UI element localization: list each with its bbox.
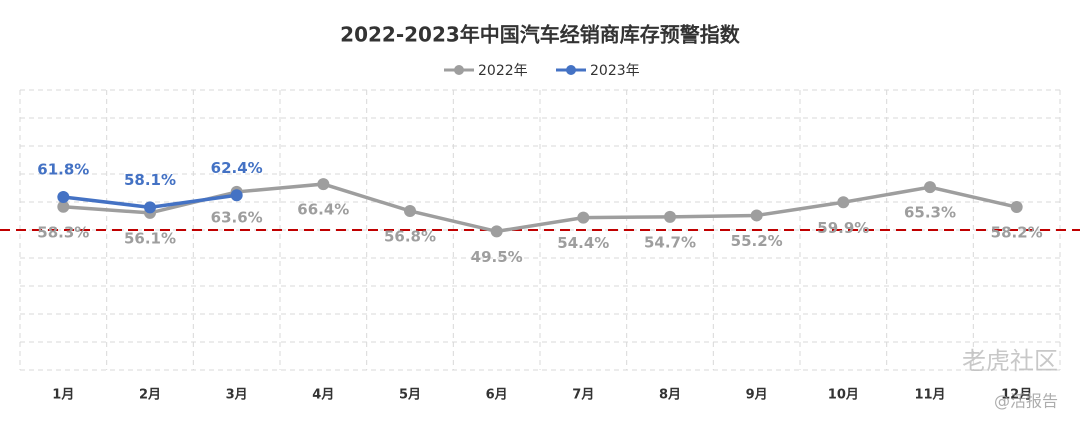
point	[1010, 201, 1023, 214]
x-tick-label: 8月	[659, 388, 681, 403]
chart-title: 2022-2023年中国汽车经销商库存预警指数	[340, 23, 741, 47]
legend-marker	[454, 65, 464, 75]
data-label: 62.4%	[211, 159, 263, 177]
x-tick-label: 3月	[226, 388, 248, 403]
point	[230, 189, 243, 202]
x-tick-label: 5月	[399, 388, 421, 403]
data-label: 49.5%	[471, 248, 523, 266]
point	[317, 178, 330, 191]
data-label: 56.1%	[124, 229, 176, 247]
data-label: 63.6%	[211, 208, 263, 226]
data-label: 55.2%	[731, 232, 783, 250]
data-label: 65.3%	[904, 204, 956, 222]
watermark: @活报告	[994, 392, 1058, 411]
data-label: 61.8%	[37, 160, 89, 178]
x-tick-label: 9月	[746, 388, 768, 403]
x-tick-label: 6月	[486, 388, 508, 403]
point	[664, 210, 676, 223]
data-label: 54.4%	[557, 234, 609, 252]
point	[837, 196, 850, 209]
data-label: 56.8%	[384, 227, 436, 245]
data-label: 54.7%	[644, 233, 696, 251]
x-tick-label: 4月	[312, 388, 334, 403]
point	[490, 225, 503, 238]
legend-label: 2023年	[590, 63, 640, 79]
legend-marker	[566, 65, 576, 75]
point	[57, 200, 70, 213]
point	[57, 190, 70, 203]
point	[924, 181, 936, 194]
point	[750, 209, 763, 222]
point	[404, 204, 416, 217]
x-tick-label: 10月	[828, 388, 859, 403]
data-label: 66.4%	[297, 201, 349, 219]
x-tick-label: 11月	[914, 388, 945, 403]
legend-label: 2022年	[478, 63, 528, 79]
x-tick-label: 7月	[572, 388, 594, 403]
data-label: 58.1%	[124, 171, 176, 189]
data-label: 58.2%	[991, 224, 1043, 242]
point	[577, 211, 590, 224]
point	[144, 201, 156, 214]
series-line	[63, 182, 1018, 234]
data-label: 58.3%	[37, 223, 89, 241]
x-tick-label: 12月	[1001, 388, 1032, 403]
data-label: 59.9%	[817, 219, 869, 237]
x-tick-label: 2月	[139, 388, 161, 403]
x-tick-label: 1月	[52, 388, 74, 403]
watermark: 老虎社区	[962, 347, 1058, 375]
